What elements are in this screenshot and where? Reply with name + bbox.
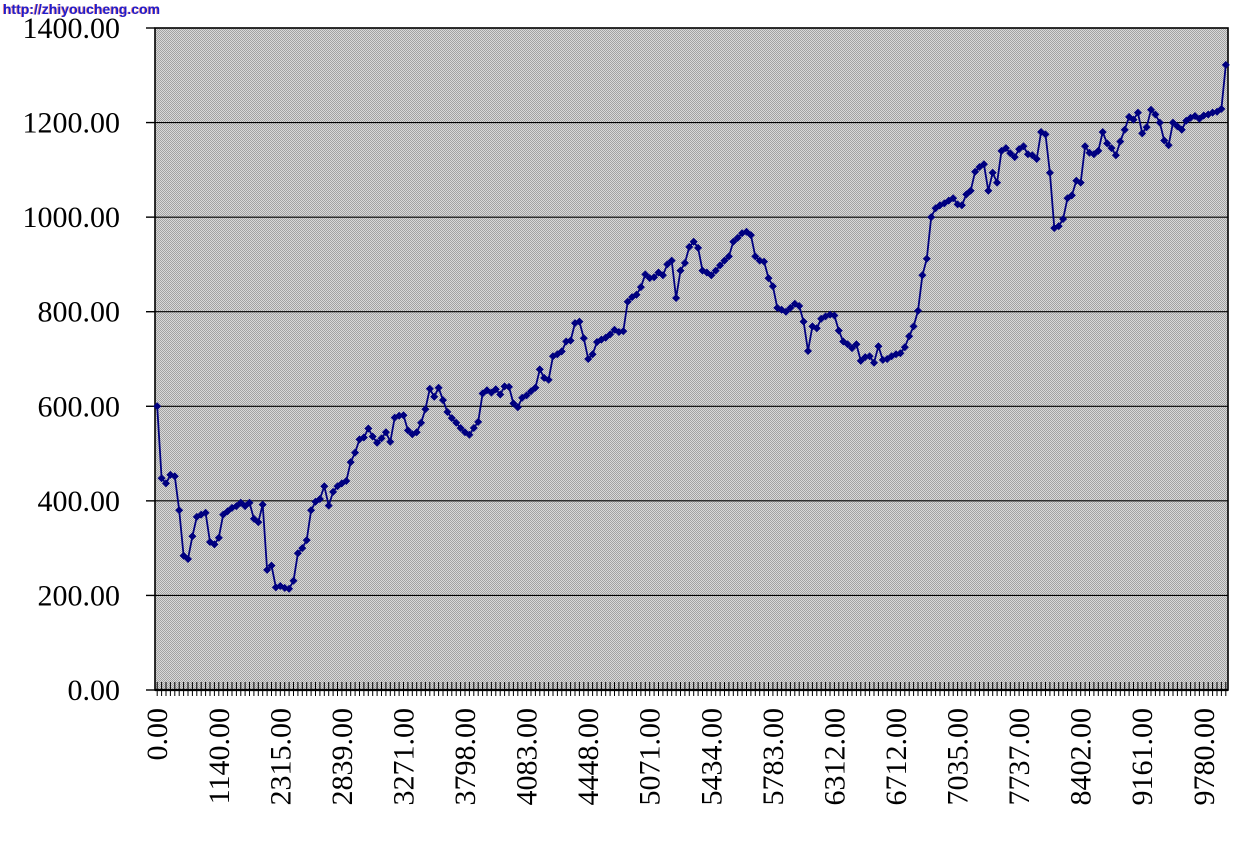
y-axis-label: 200.00: [38, 579, 121, 612]
x-axis-label: 7737.00: [1003, 708, 1036, 806]
plot-area: [154, 27, 1229, 691]
x-axis-label: 6312.00: [818, 708, 851, 806]
x-axis-label: 0.00: [141, 708, 174, 761]
watermark-url: http://zhiyoucheng.com: [3, 1, 161, 17]
x-axis-label: 5434.00: [695, 708, 728, 806]
y-axis-label: 400.00: [38, 485, 121, 518]
gridlines: [146, 27, 1228, 691]
x-axis-label: 9780.00: [1188, 708, 1221, 806]
y-axis-labels: 0.00 200.00 400.00 600.00 800.00 1000.00 1200.…: [23, 12, 121, 707]
y-axis-label: 600.00: [38, 390, 121, 423]
x-axis-label: 3271.00: [388, 708, 421, 806]
x-axis-label: 3798.00: [449, 708, 482, 806]
x-axis-label: 9161.00: [1126, 708, 1159, 806]
x-axis-label: 5071.00: [634, 708, 667, 806]
x-axis-label: 4083.00: [511, 708, 544, 806]
series-line: [156, 64, 1227, 590]
y-axis-label: 800.00: [38, 296, 121, 329]
x-axis-label: 8402.00: [1065, 708, 1098, 806]
y-axis-label: 1000.00: [23, 201, 121, 234]
y-axis-label: 1400.00: [23, 12, 121, 45]
y-axis-label: 1200.00: [23, 107, 121, 140]
x-axis-label: 2315.00: [264, 708, 297, 806]
x-axis-label: 2839.00: [326, 708, 359, 806]
x-axis-label: 1140.00: [203, 708, 236, 804]
x-axis-label: 4448.00: [572, 708, 605, 806]
x-axis-labels: 0.00 1140.00 2315.00 2839.00 3271.00 3798.00 4…: [141, 708, 1221, 806]
x-axis-label: 7035.00: [942, 708, 975, 806]
x-axis-label: 5783.00: [757, 708, 790, 806]
x-axis-label: 6712.00: [880, 708, 913, 806]
y-axis-label: 0.00: [68, 674, 121, 707]
